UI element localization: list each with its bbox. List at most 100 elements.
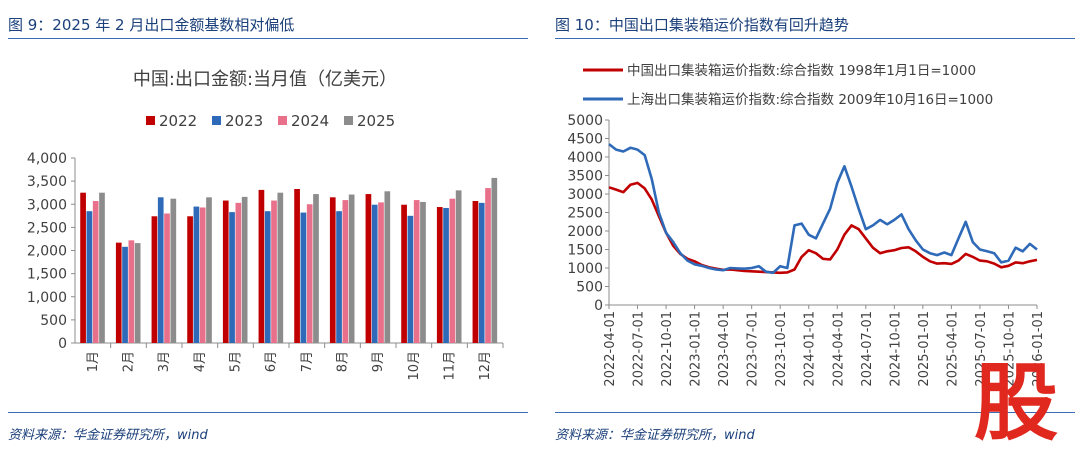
x-tick-label: 2023-07-01 xyxy=(746,311,761,387)
x-tick-label: 2024-04-01 xyxy=(831,311,846,387)
x-tick-label: 2026-01-01 xyxy=(1031,311,1046,387)
title-rule xyxy=(555,38,1075,39)
y-tick-label: 1,000 xyxy=(27,290,67,306)
right-figure: 图 10：中国出口集装箱运价指数有回升趋势 中国出口集装箱运价指数:综合指数 1… xyxy=(547,0,1080,452)
y-tick-label: 1,500 xyxy=(27,267,67,283)
figure-title: 图 10：中国出口集装箱运价指数有回升趋势 xyxy=(555,16,849,34)
bar-2023 xyxy=(371,204,378,343)
source-rule xyxy=(8,412,528,413)
bar-2025 xyxy=(134,243,141,343)
x-tick-label: 2023-01-01 xyxy=(689,311,704,387)
bar-2023 xyxy=(478,202,485,343)
x-tick-label: 2024-01-01 xyxy=(803,311,818,387)
legend-label: 2022 xyxy=(159,112,197,130)
bar-2022 xyxy=(258,189,265,343)
y-tick-label: 1000 xyxy=(567,261,603,277)
bar-2025 xyxy=(313,194,319,343)
bar-2025 xyxy=(241,196,248,343)
bar-2022 xyxy=(222,200,229,343)
x-tick-label: 2022-04-01 xyxy=(603,311,618,387)
x-tick-label: 2月 xyxy=(122,351,137,372)
y-tick-label: 4500 xyxy=(567,132,603,148)
y-tick-label: 2500 xyxy=(567,206,603,222)
legend-swatch xyxy=(278,116,287,125)
bar-2024 xyxy=(378,202,384,343)
bar-2025 xyxy=(170,198,177,343)
bar-2023 xyxy=(157,197,164,343)
bar-2025 xyxy=(384,191,391,343)
y-tick-label: 0 xyxy=(58,336,67,352)
x-tick-label: 2025-07-01 xyxy=(974,311,989,387)
bar-2024 xyxy=(271,200,277,343)
legend-label: 上海出口集装箱运价指数:综合指数 2009年10月16日=1000 xyxy=(627,92,993,108)
bar-2022 xyxy=(365,194,372,343)
bar-2024 xyxy=(306,204,313,343)
x-tick-label: 2023-10-01 xyxy=(774,311,789,387)
source-note: 资料来源：华金证券研究所，wind xyxy=(555,428,755,443)
bar-2024 xyxy=(128,240,135,343)
bar-2025 xyxy=(420,201,426,343)
bar-2022 xyxy=(329,197,336,343)
bar-2022 xyxy=(115,242,122,343)
left-figure: 图 9：2025 年 2 月出口金额基数相对偏低 中国:出口金额:当月值（亿美元… xyxy=(8,16,528,443)
y-tick-label: 4,000 xyxy=(27,151,67,167)
legend-label: 2024 xyxy=(291,112,329,130)
watermark-glyph: 股 xyxy=(974,360,1058,442)
bar-2023 xyxy=(300,212,307,343)
y-tick-label: 500 xyxy=(40,313,67,329)
x-tick-label: 2025-10-01 xyxy=(1002,311,1017,387)
legend-label: 2023 xyxy=(225,112,263,130)
bar-2024 xyxy=(235,202,242,343)
x-tick-label: 10月 xyxy=(407,351,422,381)
x-tick-label: 2024-10-01 xyxy=(888,311,903,387)
y-tick-label: 3000 xyxy=(567,187,603,203)
x-tick-label: 12月 xyxy=(478,351,493,381)
x-tick-label: 2022-10-01 xyxy=(660,311,675,387)
bar-2022 xyxy=(187,216,193,343)
y-tick-label: 5000 xyxy=(567,113,603,129)
y-tick-label: 3,500 xyxy=(27,174,67,190)
y-tick-label: 500 xyxy=(576,280,603,296)
source-note: 资料来源：华金证券研究所，wind xyxy=(8,428,208,443)
legend-label: 中国出口集装箱运价指数:综合指数 1998年1月1日=1000 xyxy=(627,63,976,79)
x-tick-label: 5月 xyxy=(229,351,244,372)
y-tick-label: 2,000 xyxy=(27,244,67,260)
y-tick-label: 1500 xyxy=(567,243,603,259)
chart-title: 中国:出口金额:当月值（亿美元） xyxy=(133,69,397,90)
y-tick-label: 2,500 xyxy=(27,220,67,236)
y-tick-label: 0 xyxy=(594,298,603,314)
figure-title: 图 9：2025 年 2 月出口金额基数相对偏低 xyxy=(8,16,295,34)
bar-2023 xyxy=(336,211,342,343)
bar-2023 xyxy=(122,246,128,343)
export-bar-chart: 中国:出口金额:当月值（亿美元） 2022 2023 2024 2025 0 500 1,00… xyxy=(27,69,504,381)
bar-2022 xyxy=(401,204,407,343)
title-rule xyxy=(8,38,528,39)
bar-2023 xyxy=(229,212,235,343)
bar-2024 xyxy=(485,188,491,343)
x-tick-label: 2023-04-01 xyxy=(717,311,732,387)
bar-2022 xyxy=(472,201,479,343)
series-line xyxy=(608,143,1038,275)
bar-2024 xyxy=(164,213,170,343)
bar-2024 xyxy=(342,200,349,343)
x-tick-label: 3月 xyxy=(157,351,172,372)
source-rule xyxy=(555,412,1075,413)
x-tick-label: 2024-07-01 xyxy=(860,311,875,387)
bar-2025 xyxy=(277,192,284,343)
bar-2025 xyxy=(206,197,212,343)
bar-2023 xyxy=(86,211,93,343)
bar-2025 xyxy=(99,192,105,343)
y-tick-label: 3,000 xyxy=(27,197,67,213)
x-tick-label: 2022-07-01 xyxy=(632,311,647,387)
y-tick-label: 4000 xyxy=(567,150,603,166)
freight-index-line-chart: 中国出口集装箱运价指数:综合指数 1998年1月1日=1000 上海出口集装箱运价… xyxy=(567,63,1046,387)
x-tick-label: 8月 xyxy=(336,351,351,372)
bar-2022 xyxy=(294,188,300,343)
bar-2023 xyxy=(264,211,271,343)
legend-swatch xyxy=(146,116,155,125)
bar-2025 xyxy=(455,190,462,343)
bar-2025 xyxy=(491,177,498,343)
legend-swatch xyxy=(344,116,353,125)
bar-2023 xyxy=(193,206,200,343)
legend-label: 2025 xyxy=(357,112,395,130)
